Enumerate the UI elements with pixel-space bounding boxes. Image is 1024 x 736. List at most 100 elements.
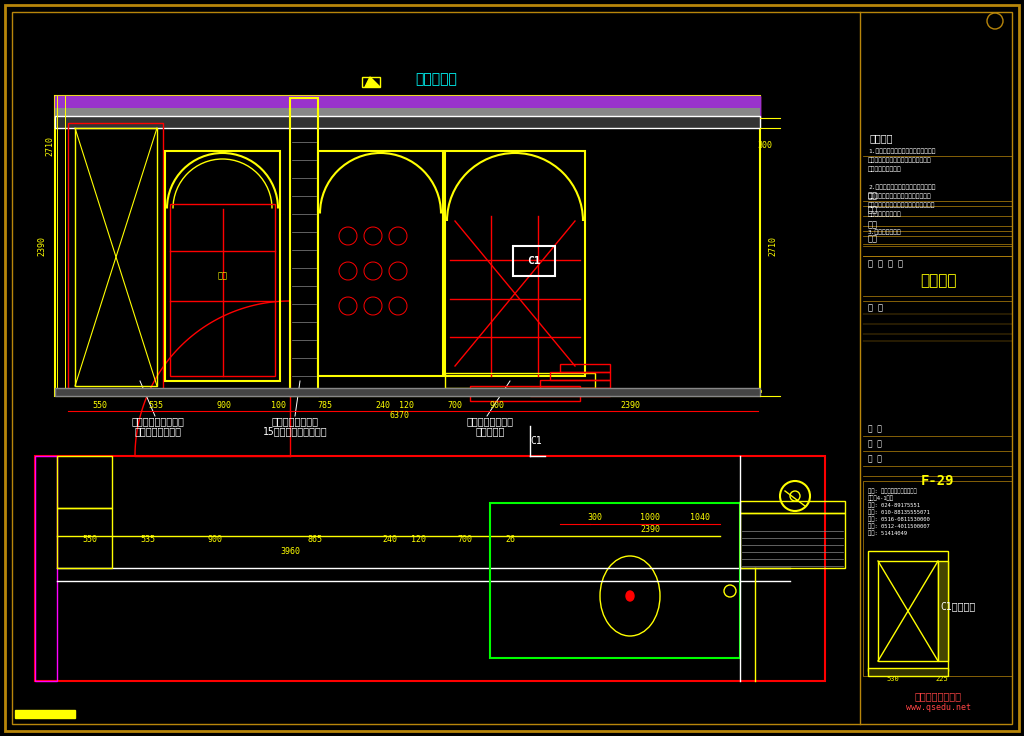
- Text: 大理石台面: 大理石台面: [475, 426, 505, 436]
- Text: 535: 535: [148, 402, 164, 411]
- Text: 2710: 2710: [45, 136, 54, 156]
- Bar: [878, 561, 938, 661]
- Circle shape: [987, 13, 1002, 29]
- Text: 大东园4-1栋号: 大东园4-1栋号: [868, 495, 894, 500]
- Bar: [165, 151, 280, 381]
- Bar: [445, 373, 595, 388]
- Text: 书房立面图: 书房立面图: [415, 72, 457, 86]
- Bar: [530, 388, 610, 396]
- Text: 注意事项: 注意事项: [870, 133, 894, 143]
- Text: 3.不包装展展期限: 3.不包装展展期限: [868, 229, 902, 235]
- Text: 可到包装展已确保工: 可到包装展已确保工: [868, 211, 902, 217]
- Bar: [740, 501, 845, 513]
- Ellipse shape: [626, 591, 634, 601]
- Text: 1000: 1000: [640, 514, 660, 523]
- Bar: [290, 98, 318, 396]
- Bar: [868, 551, 948, 671]
- Text: 白色混油、实木门: 白色混油、实木门: [134, 426, 181, 436]
- Text: 齐生设计职业学校: 齐生设计职业学校: [914, 691, 962, 701]
- Text: 2710: 2710: [768, 236, 777, 256]
- Text: 700: 700: [447, 402, 463, 411]
- Bar: [55, 116, 760, 128]
- Text: 2390: 2390: [620, 402, 640, 411]
- Bar: [470, 386, 580, 401]
- Text: 550: 550: [83, 534, 97, 543]
- Text: 的主意手方面出量定制下最完美的大家: 的主意手方面出量定制下最完美的大家: [868, 194, 932, 199]
- Bar: [75, 128, 157, 386]
- Text: 2390: 2390: [38, 236, 46, 256]
- Circle shape: [790, 491, 800, 501]
- Text: C1: C1: [527, 256, 541, 266]
- Bar: [868, 668, 948, 676]
- Bar: [560, 364, 610, 372]
- Text: 225: 225: [936, 676, 948, 682]
- Text: 设计: 设计: [868, 191, 878, 200]
- Text: 900: 900: [216, 402, 231, 411]
- Text: 做展层，温度处理。: 做展层，温度处理。: [868, 166, 902, 171]
- Bar: [513, 246, 555, 276]
- Text: 置地悦湖: 置地悦湖: [920, 274, 956, 289]
- Text: 120: 120: [398, 402, 414, 411]
- Text: 电话: 0516-0811530000: 电话: 0516-0811530000: [868, 516, 930, 522]
- Text: 1040: 1040: [690, 514, 710, 523]
- Bar: [55, 388, 760, 396]
- Text: 300: 300: [588, 514, 602, 523]
- Text: 吊顶层、白色涂料: 吊顶层、白色涂料: [271, 416, 318, 426]
- Text: 电话: 024-89175551: 电话: 024-89175551: [868, 502, 920, 508]
- Text: 传真: 0512-4011500007: 传真: 0512-4011500007: [868, 523, 930, 528]
- Text: 900: 900: [208, 534, 222, 543]
- Bar: [550, 372, 610, 380]
- Bar: [57, 456, 112, 508]
- Text: 图 号: 图 号: [868, 455, 882, 464]
- Text: 100: 100: [270, 402, 286, 411]
- Text: F-29: F-29: [922, 474, 954, 488]
- Bar: [35, 456, 57, 681]
- Text: 300: 300: [758, 141, 772, 150]
- Text: 地址: 沈阳市工业发展园区开用: 地址: 沈阳市工业发展园区开用: [868, 488, 916, 494]
- Text: 120: 120: [411, 534, 426, 543]
- Text: 785: 785: [317, 402, 333, 411]
- Text: 比 例: 比 例: [868, 439, 882, 448]
- Polygon shape: [365, 77, 380, 87]
- Text: 图 名: 图 名: [868, 303, 883, 313]
- Text: www.qsedu.net: www.qsedu.net: [905, 704, 971, 712]
- Bar: [55, 108, 760, 118]
- Bar: [362, 77, 380, 87]
- Circle shape: [780, 481, 810, 511]
- Bar: [68, 123, 163, 391]
- Text: 审核: 审核: [868, 221, 878, 230]
- Bar: [35, 456, 825, 681]
- Text: 700: 700: [458, 534, 472, 543]
- Bar: [55, 96, 760, 396]
- Bar: [55, 96, 760, 118]
- Bar: [55, 96, 760, 118]
- Text: 现场定制铁艺窗户: 现场定制铁艺窗户: [467, 416, 513, 426]
- Bar: [170, 203, 275, 376]
- Bar: [57, 508, 112, 568]
- Text: 240: 240: [376, 402, 390, 411]
- Bar: [540, 380, 610, 388]
- Text: 240: 240: [383, 534, 397, 543]
- Text: 白色混油、实木门套: 白色混油、实木门套: [131, 416, 184, 426]
- Text: 530: 530: [887, 676, 899, 682]
- Text: 550: 550: [92, 402, 108, 411]
- Text: 2390: 2390: [640, 526, 660, 534]
- Bar: [318, 151, 443, 376]
- Text: 865: 865: [307, 534, 323, 543]
- Text: 3960: 3960: [280, 547, 300, 556]
- Text: C1: C1: [530, 436, 542, 446]
- Text: 2.本工厂定制的家具方面上面的特殊的: 2.本工厂定制的家具方面上面的特殊的: [868, 184, 936, 190]
- Ellipse shape: [600, 556, 660, 636]
- Text: 做到，则指按指指上按定分类完成代码，: 做到，则指按指指上按定分类完成代码，: [868, 202, 936, 208]
- Bar: [15, 710, 75, 718]
- Text: 535: 535: [140, 534, 156, 543]
- Text: 1.本家具如需生产定制须按照此图设计: 1.本家具如需生产定制须按照此图设计: [868, 148, 936, 154]
- Text: 6370: 6370: [390, 411, 410, 420]
- Text: 26: 26: [505, 534, 515, 543]
- Text: 日 期: 日 期: [868, 425, 882, 434]
- Bar: [938, 561, 948, 661]
- Text: 传真: 010-88135555071: 传真: 010-88135555071: [868, 509, 930, 514]
- Text: 进行打样，在取大分分气存限物理，不: 进行打样，在取大分分气存限物理，不: [868, 158, 932, 163]
- Text: 剖图: 剖图: [217, 272, 227, 280]
- Text: 项 目 名 称: 项 目 名 称: [868, 260, 903, 269]
